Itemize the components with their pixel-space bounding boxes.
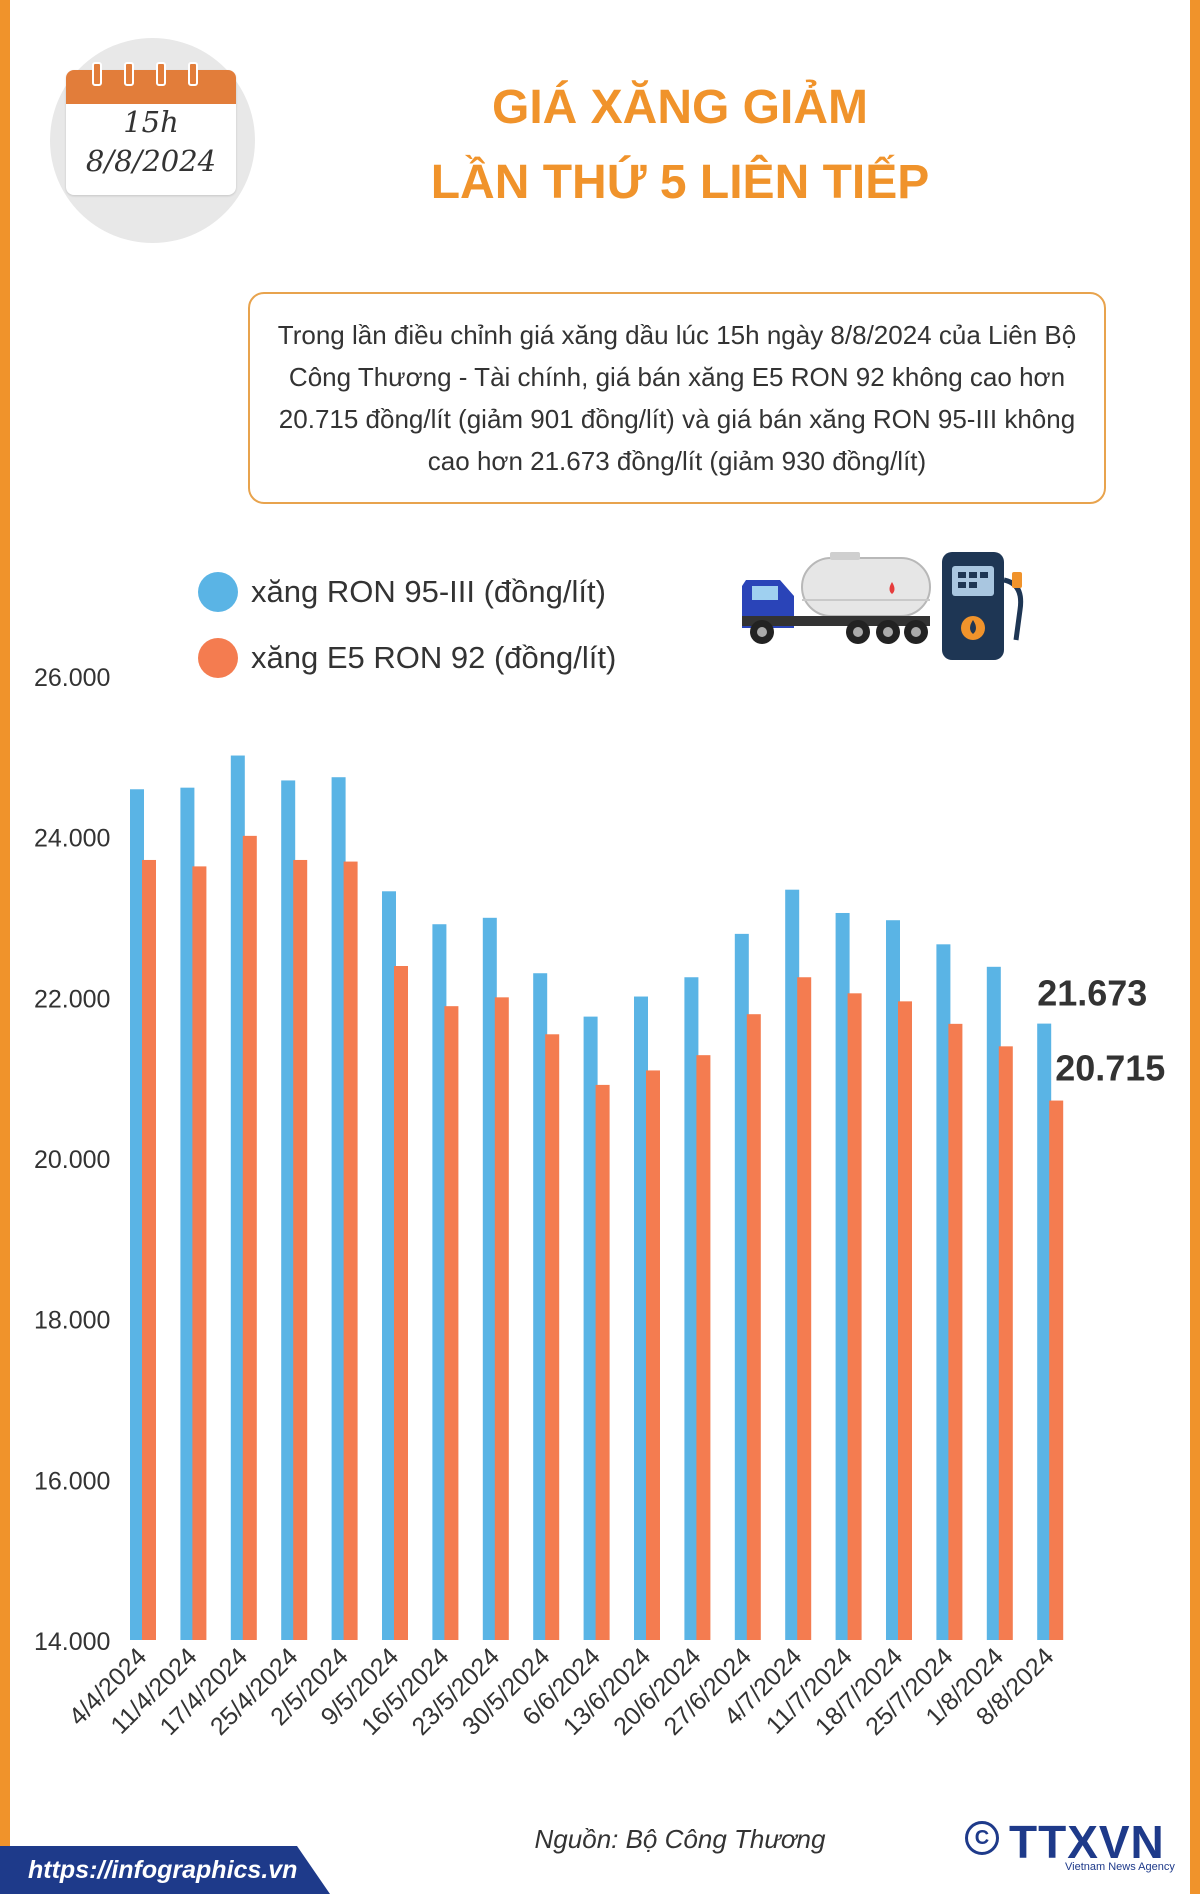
y-tick-label: 20.000 bbox=[34, 1146, 110, 1174]
bar-ron95 bbox=[382, 891, 396, 1640]
source-note: Nguồn: Bộ Công Thương bbox=[534, 1824, 826, 1854]
bar-e5 bbox=[142, 859, 156, 1640]
legend-label-e5: xăng E5 RON 92 (đồng/lít) bbox=[251, 640, 617, 675]
bar-ron95 bbox=[583, 1016, 598, 1640]
bar-ron95 bbox=[482, 917, 497, 1640]
bar-e5 bbox=[948, 1023, 963, 1640]
bar-chart: 14.000 16.000 18.000 20.000 22.000 24.000 26.0… bbox=[34, 664, 1165, 1741]
info-text: Trong lần điều chỉnh giá xăng dầu lúc 15… bbox=[277, 320, 1077, 476]
bar-ron95 bbox=[432, 924, 447, 1640]
bar-e5 bbox=[394, 966, 408, 1640]
page-title-line2: LẦN THỨ 5 LIÊN TIẾP bbox=[430, 156, 930, 209]
bar-ron95 bbox=[835, 912, 850, 1640]
calendar-header bbox=[66, 62, 236, 104]
url-banner bbox=[0, 1846, 330, 1894]
bar-ron95 bbox=[230, 755, 245, 1640]
bar-ron95 bbox=[684, 977, 699, 1640]
bar-e5 bbox=[293, 859, 308, 1640]
bar-ron95 bbox=[130, 789, 144, 1640]
bar-ron95 bbox=[886, 920, 900, 1640]
y-tick-label: 18.000 bbox=[34, 1307, 110, 1335]
calendar-ring bbox=[156, 62, 166, 86]
calendar-ring bbox=[92, 62, 102, 86]
legend-item-e5: xăng E5 RON 92 (đồng/lít) bbox=[198, 636, 616, 680]
legend-label-ron95: xăng RON 95-III (đồng/lít) bbox=[251, 574, 606, 609]
website-url[interactable]: https://infographics.vn bbox=[28, 1856, 298, 1884]
calendar-icon: 15h 8/8/2024 bbox=[66, 62, 236, 195]
bar-ron95 bbox=[634, 996, 648, 1640]
y-tick-label: 24.000 bbox=[34, 825, 110, 853]
fuel-pump-icon bbox=[942, 552, 1024, 660]
annotation-ron95: 21.673 bbox=[1037, 973, 1147, 1014]
bar-e5 bbox=[192, 866, 207, 1640]
bar-ron95 bbox=[936, 944, 951, 1640]
y-tick-label: 16.000 bbox=[34, 1467, 110, 1495]
annotation-e5: 20.715 bbox=[1055, 1048, 1165, 1089]
ttxvn-logo: C TTXVN Vietnam News Agency bbox=[965, 1815, 1175, 1873]
bar-e5 bbox=[595, 1084, 610, 1640]
bar-e5 bbox=[797, 977, 812, 1640]
calendar-ring bbox=[188, 62, 198, 86]
bar-ron95 bbox=[180, 787, 195, 1640]
bar-e5 bbox=[242, 835, 257, 1640]
bar-ron95 bbox=[533, 973, 548, 1640]
y-tick-label: 14.000 bbox=[34, 1628, 110, 1656]
bar-e5 bbox=[444, 1006, 459, 1640]
left-border-bar bbox=[0, 0, 10, 1894]
logo-subtitle: Vietnam News Agency bbox=[1065, 1861, 1175, 1873]
legend-swatch-ron95 bbox=[198, 572, 238, 612]
bar-ron95 bbox=[281, 780, 296, 1640]
calendar-date: 8/8/2024 bbox=[85, 144, 217, 178]
bar-ron95 bbox=[986, 966, 1001, 1640]
calendar-ring bbox=[124, 62, 134, 86]
right-border-bar bbox=[1190, 0, 1200, 1894]
bar-ron95 bbox=[1037, 1023, 1052, 1640]
bar-e5 bbox=[847, 993, 862, 1640]
legend-swatch-e5 bbox=[198, 638, 238, 678]
bar-e5 bbox=[746, 1014, 761, 1640]
bar-ron95 bbox=[734, 933, 749, 1640]
bar-e5 bbox=[998, 1046, 1013, 1640]
y-tick-label: 22.000 bbox=[34, 985, 110, 1013]
legend-item-ron95: xăng RON 95-III (đồng/lít) bbox=[198, 570, 606, 614]
bar-ron95 bbox=[331, 777, 346, 1640]
bar-e5 bbox=[494, 997, 509, 1640]
bar-e5 bbox=[898, 1001, 912, 1640]
bar-e5 bbox=[646, 1070, 660, 1640]
bar-e5 bbox=[1049, 1100, 1064, 1640]
info-box: Trong lần điều chỉnh giá xăng dầu lúc 15… bbox=[248, 292, 1106, 504]
bar-e5 bbox=[545, 1034, 560, 1640]
page-title-line1: GIÁ XĂNG GIẢM bbox=[491, 81, 868, 134]
y-tick-label: 26.000 bbox=[34, 664, 110, 692]
bar-ron95 bbox=[785, 889, 800, 1640]
logo-text: TTXVN bbox=[1009, 1816, 1165, 1868]
calendar-time: 15h bbox=[123, 105, 179, 139]
tanker-truck-icon bbox=[742, 552, 931, 644]
bar-e5 bbox=[343, 861, 358, 1640]
copyright-icon: C bbox=[965, 1821, 999, 1855]
bar-e5 bbox=[696, 1055, 711, 1640]
